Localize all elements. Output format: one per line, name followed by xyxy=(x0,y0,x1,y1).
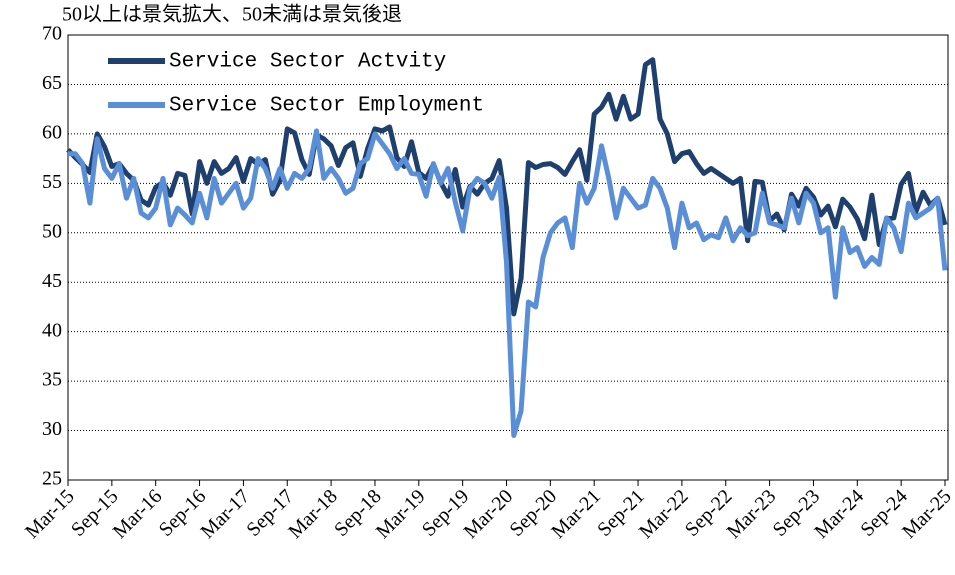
x-tick-label: Mar-24 xyxy=(810,485,868,543)
legend-label: Service Sector Actvity xyxy=(169,51,446,74)
x-tick-label: Mar-19 xyxy=(372,485,430,543)
x-tick-label: Mar-25 xyxy=(898,485,955,543)
y-tick-label: 60 xyxy=(42,121,62,143)
y-tick-label: 35 xyxy=(42,369,62,391)
y-tick-label: 70 xyxy=(42,23,62,45)
x-tick-label: Mar-18 xyxy=(284,485,342,543)
line-series xyxy=(68,128,948,438)
y-tick-label: 65 xyxy=(42,72,62,94)
plot-border xyxy=(67,34,949,481)
legend-label: Service Sector Employment xyxy=(169,95,484,118)
chart-subtitle: 50以上は景気拡大、50未満は景気後退 xyxy=(62,3,402,26)
x-tick-label: Mar-22 xyxy=(635,485,693,543)
x-tick-label: Mar-21 xyxy=(547,485,605,543)
line-series xyxy=(66,57,948,317)
x-tick-label: Mar-15 xyxy=(21,485,79,543)
y-tick-label: 40 xyxy=(42,319,62,341)
y-tick-label: 55 xyxy=(42,171,62,193)
y-tick-label: 45 xyxy=(42,270,62,292)
x-tick-label: Mar-23 xyxy=(723,485,781,543)
y-tick-label: 50 xyxy=(42,220,62,242)
x-tick-label: Mar-17 xyxy=(196,485,254,543)
x-tick-label: Mar-20 xyxy=(460,485,518,543)
x-tick-label: Mar-16 xyxy=(109,485,167,543)
y-tick-label: 25 xyxy=(42,468,62,490)
y-tick-label: 30 xyxy=(42,418,62,440)
